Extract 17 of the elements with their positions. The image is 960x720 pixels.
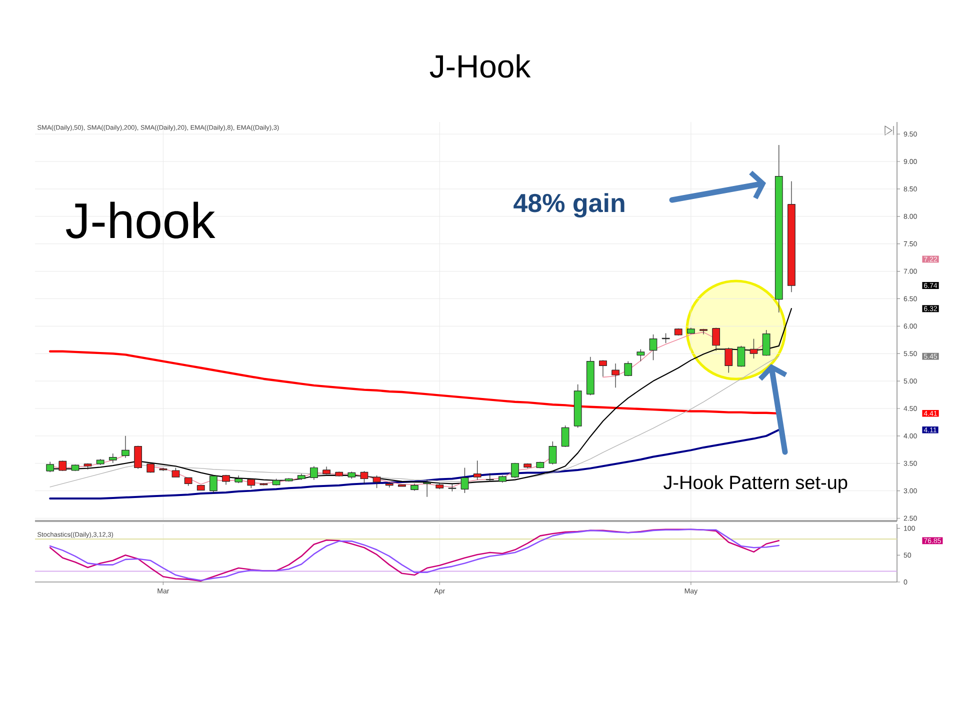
candlestick xyxy=(310,466,318,480)
annotation: J-hook xyxy=(66,202,216,238)
candlestick xyxy=(335,472,344,476)
candlestick xyxy=(122,436,130,458)
candlestick xyxy=(234,475,243,484)
annotation: J-Hook Pattern set-up xyxy=(664,475,848,493)
chart-title: J-Hook xyxy=(430,54,531,78)
candlestick xyxy=(612,363,620,388)
candlestick xyxy=(410,483,418,492)
annotation: 48% gain xyxy=(514,193,624,218)
candlestick xyxy=(322,466,330,474)
candlestick xyxy=(284,478,293,482)
candlestick xyxy=(58,460,67,471)
candlestick xyxy=(536,462,544,468)
candlestick xyxy=(788,180,796,292)
candlestick xyxy=(774,144,783,313)
candlestick xyxy=(599,360,607,377)
